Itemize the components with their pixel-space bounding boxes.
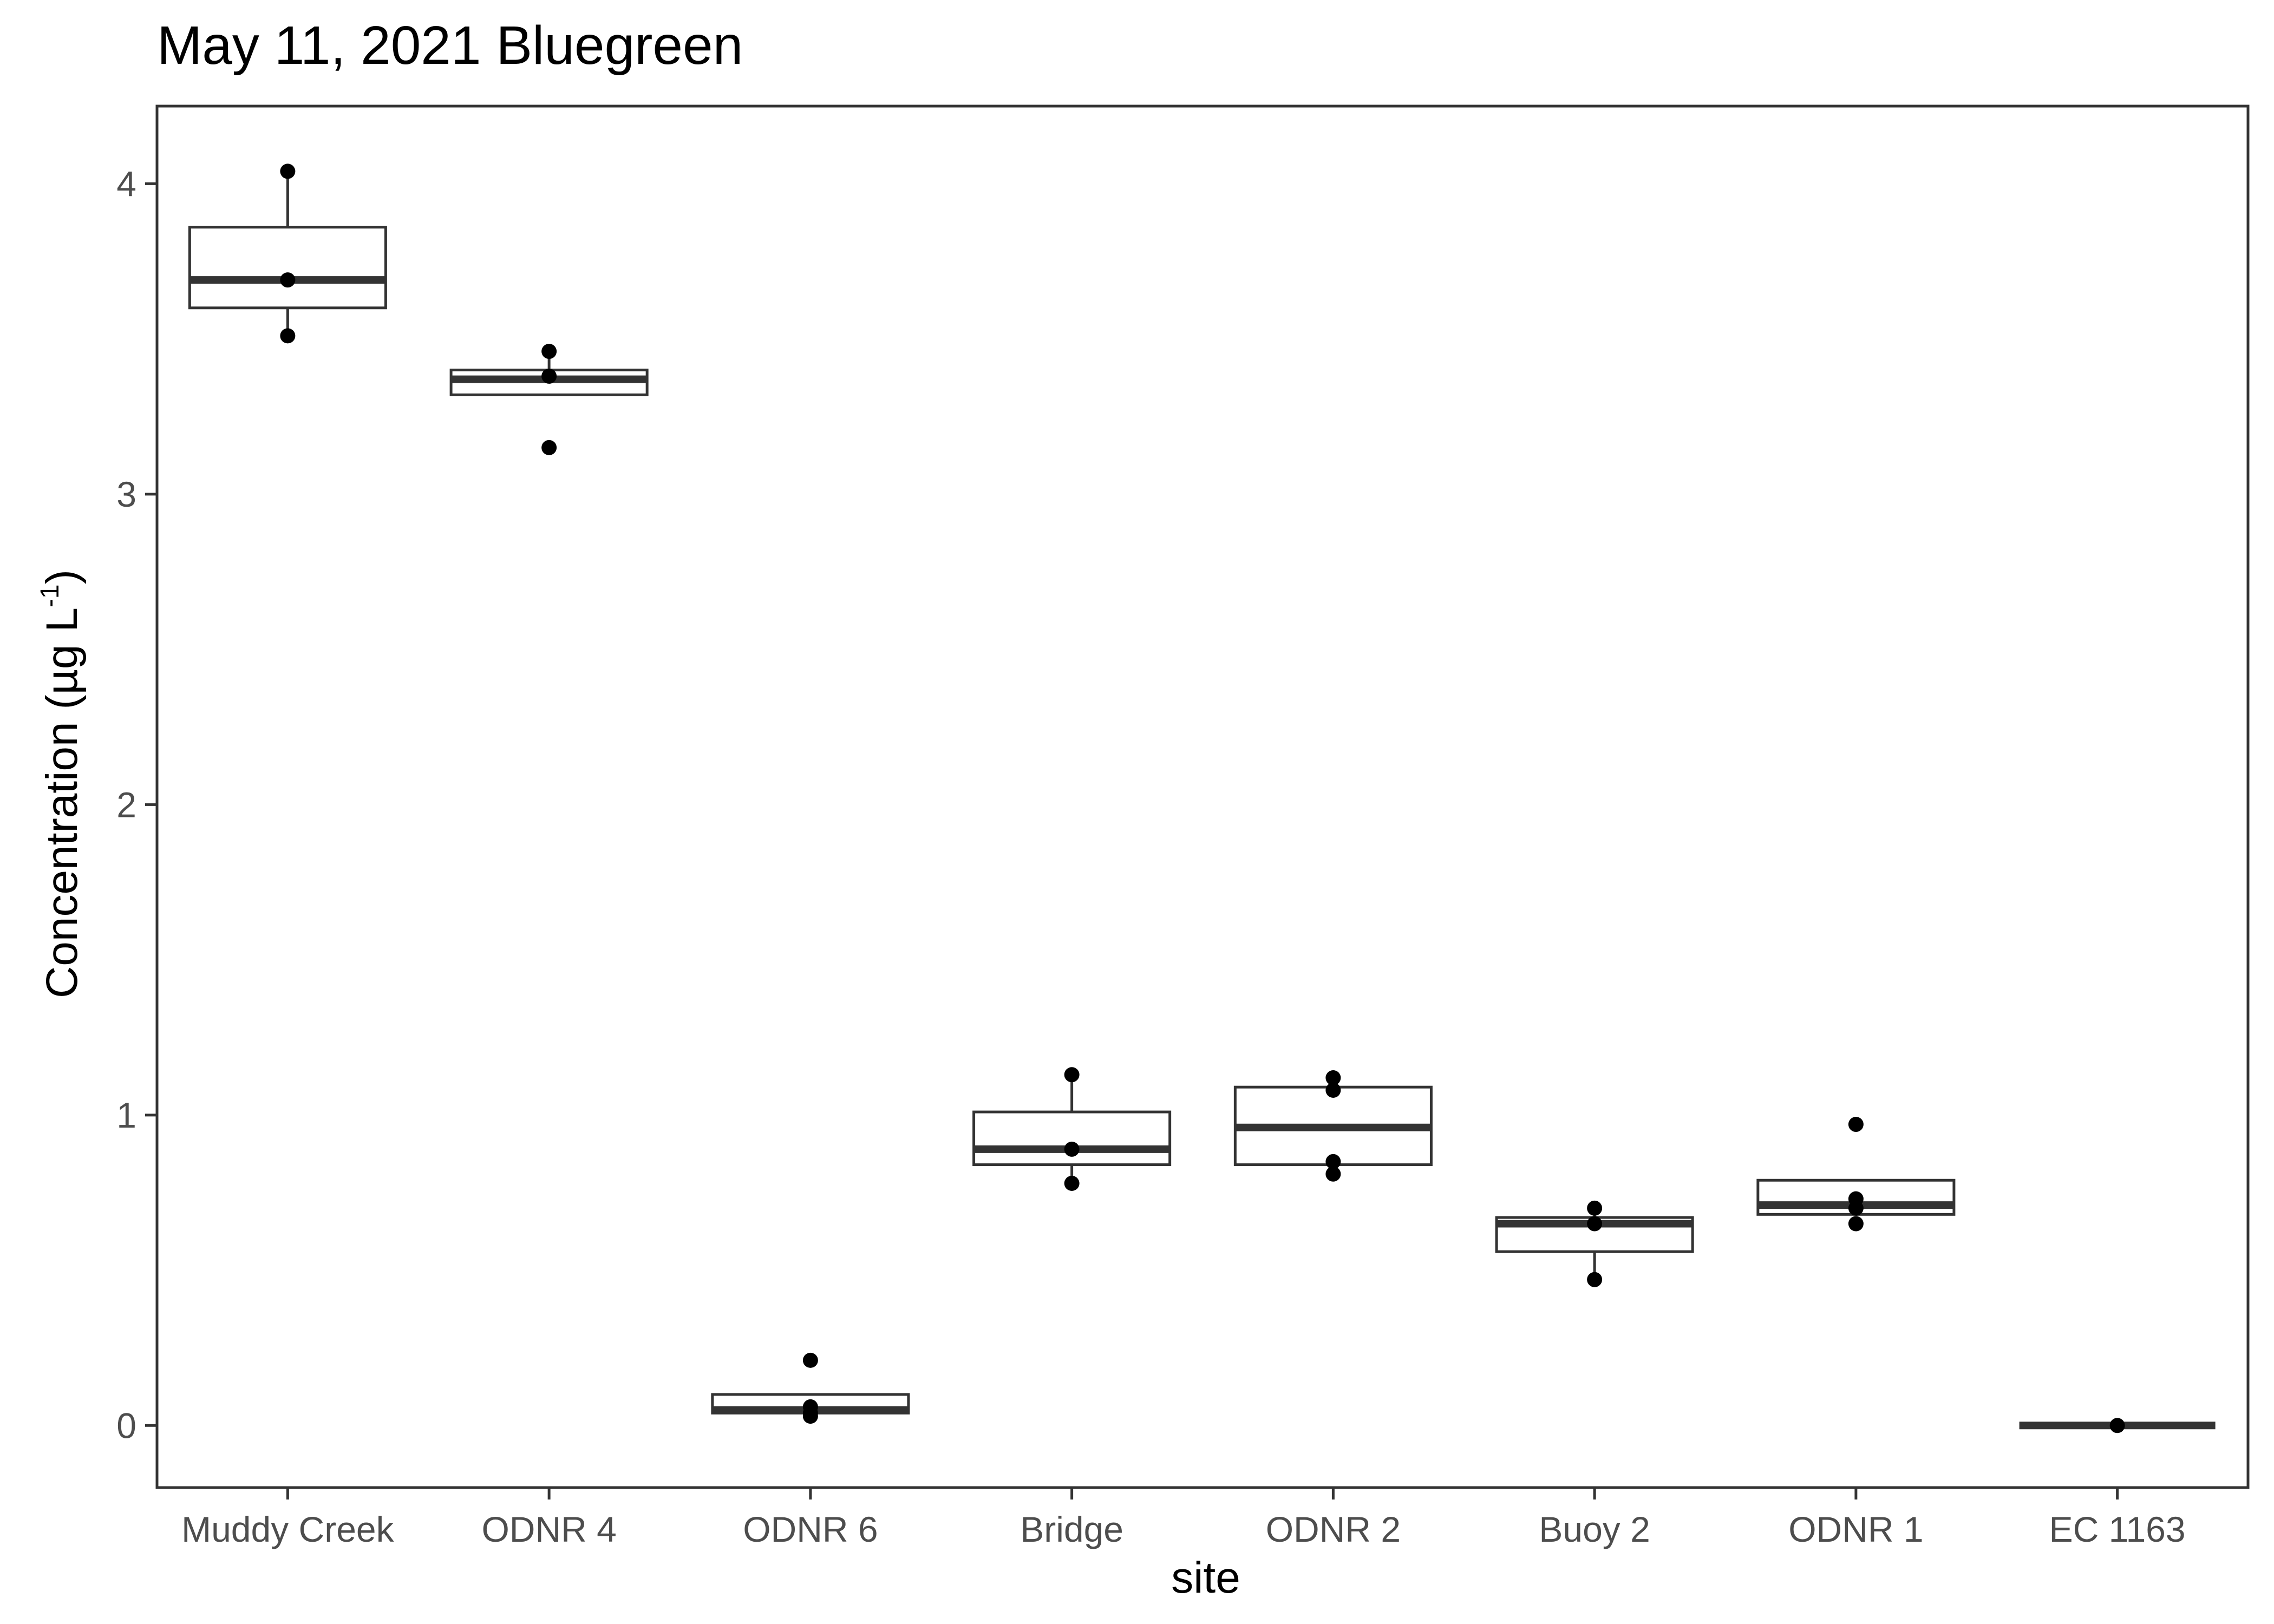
y-axis-title-close: ) xyxy=(37,569,87,584)
data-point xyxy=(2109,1418,2125,1433)
x-tick-label: Buoy 2 xyxy=(1539,1509,1650,1549)
y-tick-label: 0 xyxy=(116,1405,136,1445)
x-tick-label: EC 1163 xyxy=(2049,1509,2186,1549)
y-axis: 0 1 2 3 4 xyxy=(116,163,157,1445)
data-point xyxy=(1587,1200,1603,1216)
box-bridge xyxy=(972,1075,1172,1183)
data-point xyxy=(1325,1154,1341,1169)
data-point xyxy=(280,328,296,344)
x-tick-label: ODNR 6 xyxy=(743,1509,878,1549)
y-tick-label: 3 xyxy=(116,474,136,514)
x-tick-label: ODNR 1 xyxy=(1788,1509,1923,1549)
data-point xyxy=(1587,1216,1603,1232)
data-point xyxy=(1848,1216,1864,1232)
y-tick-label: 1 xyxy=(116,1095,136,1135)
x-tick-label: Bridge xyxy=(1020,1509,1123,1549)
data-point xyxy=(1325,1082,1341,1098)
y-axis-title-text: Concentration (µg L-1) xyxy=(36,569,87,998)
data-point xyxy=(541,344,557,359)
x-tick-label: Muddy Creek xyxy=(181,1509,394,1549)
y-axis-title-superscript: -1 xyxy=(36,584,64,607)
data-point xyxy=(1587,1272,1603,1287)
chart-title: May 11, 2021 Bluegreen xyxy=(157,15,743,76)
box-iqr xyxy=(188,226,387,310)
y-tick-label: 2 xyxy=(116,784,136,824)
box-series xyxy=(188,171,2216,1430)
data-point xyxy=(1848,1200,1864,1216)
y-axis-title: Concentration (µg L-1) xyxy=(36,569,87,998)
box-muddy-creek xyxy=(188,171,387,336)
data-point xyxy=(1064,1141,1080,1157)
data-point xyxy=(1064,1067,1080,1083)
x-tick-label: ODNR 4 xyxy=(481,1509,616,1549)
plot-panel-border xyxy=(155,104,2250,1489)
data-point xyxy=(1325,1070,1341,1086)
x-tick-label: ODNR 2 xyxy=(1266,1509,1401,1549)
data-point xyxy=(280,163,296,179)
data-point xyxy=(541,368,557,384)
data-point xyxy=(1848,1117,1864,1132)
data-point xyxy=(1064,1175,1080,1191)
box-iqr xyxy=(972,1110,1172,1167)
y-tick-label: 4 xyxy=(116,163,136,204)
data-point xyxy=(541,440,557,455)
x-axis-title: site xyxy=(1171,1553,1240,1602)
data-point xyxy=(802,1409,818,1424)
x-axis: Muddy Creek ODNR 4 ODNR 6 Bridge ODNR 2 Buoy … xyxy=(181,1488,2186,1549)
data-point xyxy=(280,272,296,288)
point-series xyxy=(280,163,2125,1433)
data-point xyxy=(802,1352,818,1368)
data-point xyxy=(1325,1166,1341,1182)
y-axis-title-main: Concentration (µg L xyxy=(37,607,87,998)
